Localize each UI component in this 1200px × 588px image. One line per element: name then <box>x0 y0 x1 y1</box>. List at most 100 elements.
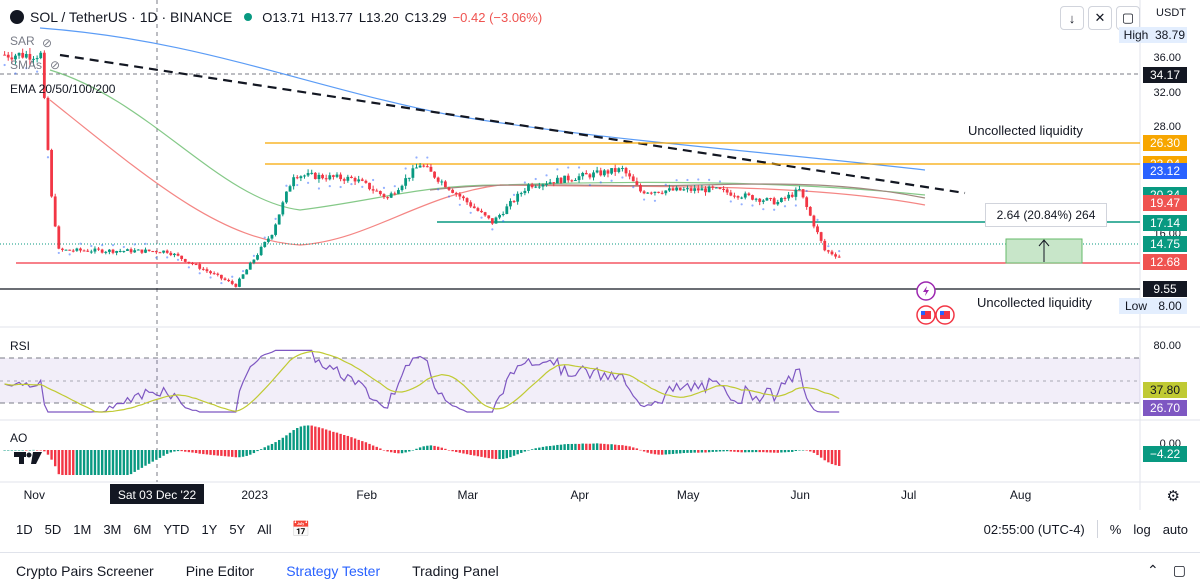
range-button[interactable]: 1M <box>73 521 92 537</box>
candle <box>574 178 577 182</box>
candle-body <box>433 171 436 178</box>
sar-dot <box>480 216 483 219</box>
candle-body <box>368 182 371 190</box>
candle-body <box>602 170 606 176</box>
bottom-tab[interactable]: Strategy Tester <box>286 562 381 579</box>
ao-bar <box>418 447 422 450</box>
candle <box>527 183 530 194</box>
ao-bar <box>650 450 653 454</box>
settings-gear-icon[interactable]: ⚙ <box>1166 488 1180 505</box>
candle-body <box>639 184 642 192</box>
ao-bar <box>444 448 447 450</box>
sar-dot <box>805 189 808 193</box>
ao-bar <box>158 450 162 458</box>
indicator-rsi-label[interactable]: RSI <box>10 339 31 353</box>
candle <box>144 247 147 254</box>
range-button[interactable]: 1Y <box>201 521 218 537</box>
candle <box>397 187 400 195</box>
ao-bar <box>613 444 617 450</box>
candle <box>689 185 693 193</box>
chevron-up-icon[interactable]: ⌃ <box>1147 562 1159 578</box>
rsi-ma-line <box>4 350 840 413</box>
candle-body <box>530 184 534 188</box>
time-axis-label: Feb <box>356 488 377 502</box>
annotation-uncollected-bottom[interactable]: Uncollected liquidity <box>977 295 1092 310</box>
symbol-title[interactable]: SOL / TetherUS · 1D · BINANCE <box>30 9 233 25</box>
candle-body <box>718 187 722 189</box>
close-icon[interactable]: ✕ <box>1088 6 1112 30</box>
calendar-icon[interactable]: 📅 <box>291 521 311 538</box>
candle-body <box>201 268 205 270</box>
sar-dot <box>111 244 115 247</box>
indicator-ao-label[interactable]: AO <box>10 431 28 445</box>
candle <box>288 184 292 192</box>
sar-dot <box>317 187 321 190</box>
candle <box>133 248 137 253</box>
ao-bar <box>335 432 339 450</box>
eye-hidden-icon[interactable]: ⊘ <box>42 36 53 50</box>
ao-bar <box>17 450 21 451</box>
log-toggle[interactable]: log <box>1133 521 1151 537</box>
maximize-panel-icon[interactable]: ▢ <box>1172 562 1186 578</box>
bottom-tab[interactable]: Trading Panel <box>412 562 499 579</box>
candle-body <box>505 206 509 214</box>
ao-bar <box>635 448 639 450</box>
sar-dot <box>90 244 93 248</box>
ao-bar <box>646 450 649 453</box>
candle <box>733 192 736 199</box>
candle-body <box>64 249 68 251</box>
ao-bar <box>639 449 642 451</box>
ao-bar <box>610 444 613 450</box>
candle-body <box>223 278 227 280</box>
bottom-tab[interactable]: Crypto Pairs Screener <box>16 562 154 579</box>
candle-body <box>671 188 675 191</box>
ao-bar <box>68 450 71 475</box>
ao-bar <box>165 450 169 454</box>
candle <box>635 177 639 186</box>
ao-bar <box>747 450 751 453</box>
sar-dot <box>502 219 505 223</box>
candle-body <box>563 175 567 183</box>
sar-dot <box>25 67 28 70</box>
timezone-label[interactable]: 02:55:00 (UTC-4) <box>983 521 1085 537</box>
candle-body <box>823 240 827 251</box>
indicator-smas-label[interactable]: SMAs <box>10 58 43 72</box>
indicator-ema-label[interactable]: EMA 20/50/100/200 <box>10 82 116 96</box>
indicator-sar-label[interactable]: SAR <box>10 34 35 48</box>
candle <box>490 218 494 225</box>
candle <box>194 262 198 266</box>
percent-toggle[interactable]: % <box>1109 521 1122 537</box>
range-button[interactable]: 5Y <box>229 521 246 537</box>
range-button[interactable]: 5D <box>44 521 62 537</box>
range-button[interactable]: YTD <box>163 521 190 537</box>
candle-body <box>61 248 64 250</box>
ao-bar <box>733 450 736 452</box>
range-button[interactable]: 3M <box>103 521 122 537</box>
candle <box>57 225 61 250</box>
candle-body <box>675 187 679 191</box>
ao-bar <box>256 450 259 452</box>
candle <box>509 198 512 210</box>
candle <box>328 172 332 181</box>
ao-bar <box>82 450 86 475</box>
range-button[interactable]: 6M <box>133 521 152 537</box>
candle-body <box>837 256 841 258</box>
range-button[interactable]: 1D <box>16 521 33 537</box>
symbol-logo-icon[interactable] <box>10 10 24 24</box>
currency-selector[interactable]: USDT <box>1156 7 1186 19</box>
eye-hidden-icon-2[interactable]: ⊘ <box>50 58 61 72</box>
candle <box>118 248 122 253</box>
candle <box>17 52 21 59</box>
candle-body <box>71 250 75 252</box>
bottom-tab[interactable]: Pine Editor <box>185 562 255 579</box>
candle <box>519 191 523 197</box>
arrow-down-icon[interactable]: ↓ <box>1060 6 1084 30</box>
candle-body <box>462 196 465 199</box>
auto-toggle[interactable]: auto <box>1162 521 1188 537</box>
candle-body <box>238 278 241 287</box>
range-button[interactable]: All <box>257 521 272 537</box>
annotation-uncollected-top[interactable]: Uncollected liquidity <box>968 123 1083 138</box>
candle-body <box>555 177 559 184</box>
candle-body <box>566 175 570 181</box>
